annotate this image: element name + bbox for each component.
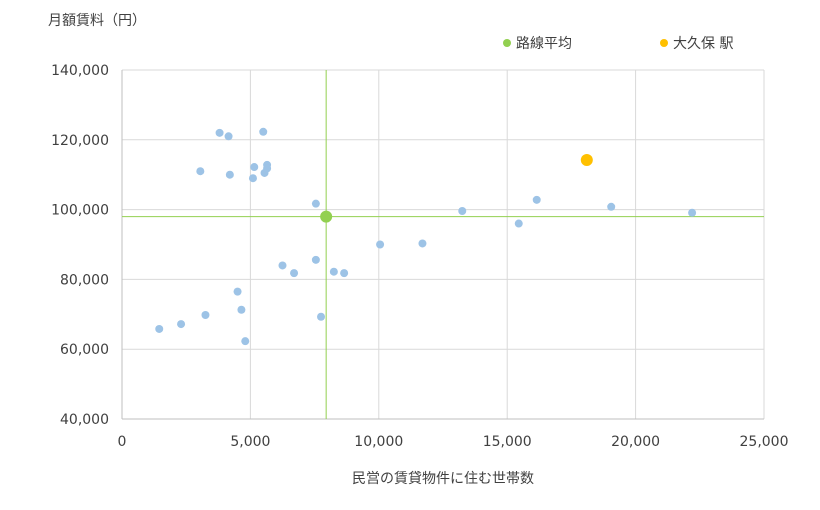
data-point: [329, 267, 338, 276]
axis-layer: [121, 70, 764, 420]
data-point: [237, 305, 246, 314]
tick-labels: 40,000 60,000 80,000 100,000 120,000 140,000 0…: [51, 63, 788, 450]
legend-marker-route-average: [503, 39, 511, 47]
route-average-point: [320, 210, 333, 223]
data-point: [458, 206, 467, 215]
data-point: [225, 170, 234, 179]
data-point: [241, 337, 250, 346]
x-tick-label: 5,000: [230, 434, 270, 450]
data-point: [514, 219, 523, 228]
data-point: [340, 269, 349, 278]
y-tick-label: 100,000: [51, 203, 109, 219]
data-point: [248, 174, 257, 183]
x-tick-label: 0: [118, 434, 127, 450]
y-tick-label: 140,000: [51, 63, 109, 79]
x-tick-label: 10,000: [354, 434, 403, 450]
data-point: [290, 269, 299, 278]
legend: 路線平均 大久保 駅: [503, 36, 733, 52]
data-point: [196, 167, 205, 176]
data-point: [215, 128, 224, 137]
legend-label-route-average: 路線平均: [516, 36, 572, 52]
data-point: [418, 239, 427, 248]
y-axis-title: 月額賃料（円）: [48, 13, 146, 29]
x-tick-label: 20,000: [611, 434, 660, 450]
y-tick-label: 120,000: [51, 133, 109, 149]
okubo-station-point: [580, 154, 593, 167]
data-point: [155, 324, 164, 333]
legend-item-okubo-station: 大久保 駅: [660, 36, 733, 52]
data-point: [250, 163, 259, 172]
data-points: [155, 127, 697, 346]
y-tick-label: 60,000: [60, 342, 109, 358]
data-point: [688, 208, 697, 217]
data-point: [376, 240, 385, 249]
grid-layer: [122, 69, 765, 419]
data-point: [532, 195, 541, 204]
data-point: [233, 287, 242, 296]
y-tick-label: 80,000: [60, 272, 109, 288]
data-point: [259, 127, 268, 136]
data-point: [224, 132, 233, 141]
data-point: [278, 261, 287, 270]
legend-label-okubo-station: 大久保 駅: [673, 36, 733, 52]
x-axis-title: 民営の賃貸物件に住む世帯数: [352, 471, 534, 487]
data-point: [317, 312, 326, 321]
data-point: [177, 320, 186, 329]
legend-marker-okubo-station: [660, 39, 668, 47]
x-tick-label: 25,000: [740, 434, 789, 450]
y-tick-label: 40,000: [60, 412, 109, 428]
reference-lines: [122, 70, 764, 419]
data-point: [201, 310, 210, 319]
data-point: [311, 199, 320, 208]
x-tick-label: 15,000: [483, 434, 532, 450]
data-point: [607, 202, 616, 211]
data-point: [311, 255, 320, 264]
legend-item-route-average: 路線平均: [503, 36, 572, 52]
data-point: [263, 164, 272, 173]
